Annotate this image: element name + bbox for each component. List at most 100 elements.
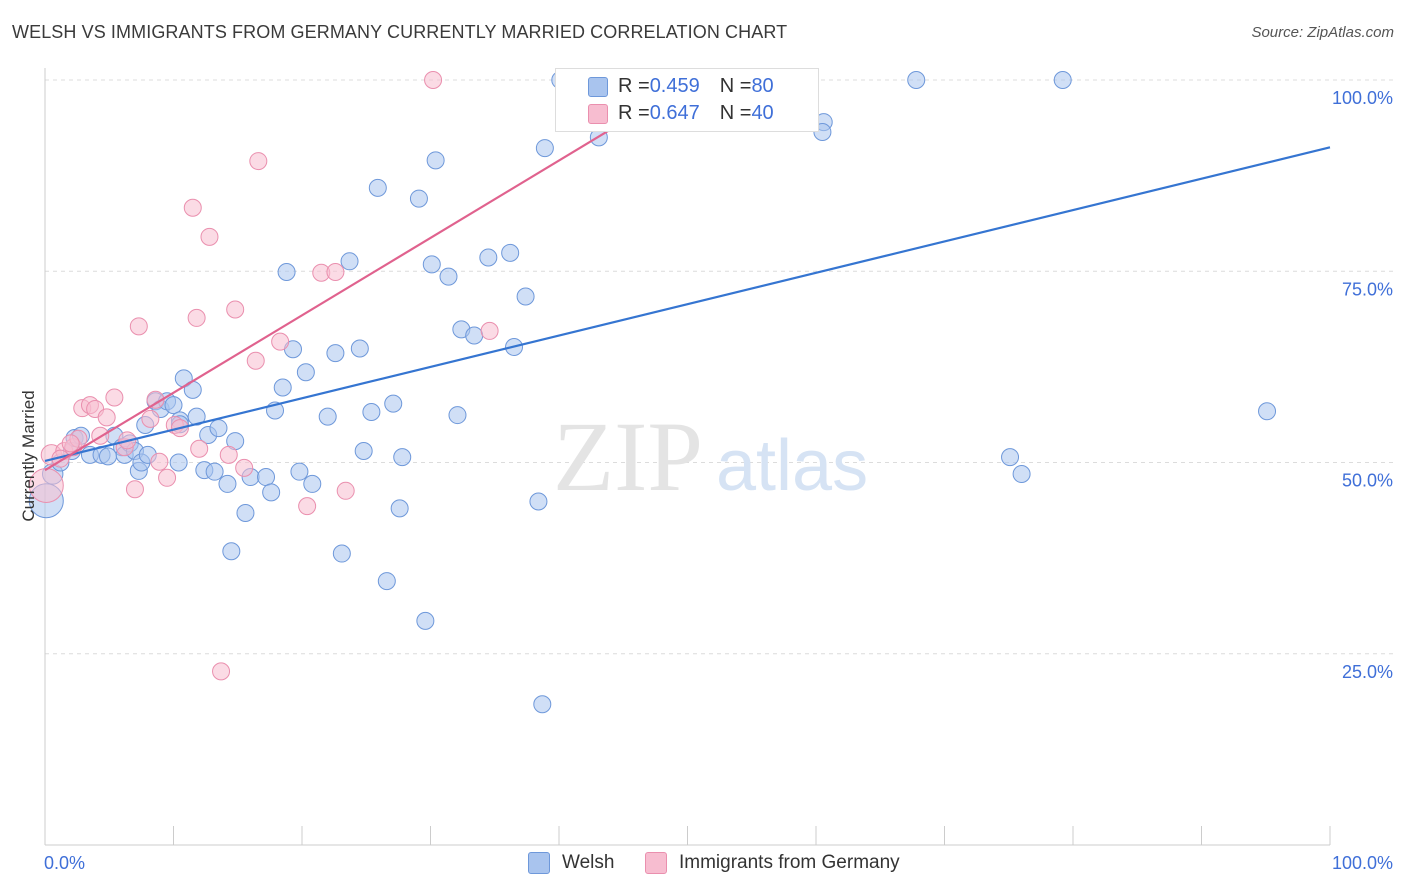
welsh-point	[273, 378, 292, 397]
welsh-point	[362, 403, 381, 422]
germany-point	[219, 445, 238, 464]
legend-welsh-label: Welsh	[562, 852, 615, 873]
y-axis-label: Currently Married	[19, 390, 38, 521]
series-welsh	[28, 71, 1277, 714]
germany-r-label: R =	[618, 101, 650, 124]
welsh-point	[318, 407, 337, 426]
grid-layer	[45, 79, 1393, 655]
welsh-point	[236, 503, 255, 522]
welsh-point	[303, 474, 322, 493]
legend-item-germany[interactable]: Immigrants from Germany	[645, 852, 900, 874]
welsh-point	[340, 252, 359, 271]
welsh-point	[218, 474, 237, 493]
welsh-point	[377, 572, 396, 591]
source-label: Source: ZipAtlas.com	[1251, 24, 1394, 41]
welsh-point	[479, 248, 498, 267]
welsh-point	[187, 407, 206, 426]
welsh-point	[1053, 71, 1072, 89]
germany-point	[190, 439, 209, 458]
trend-layer	[44, 79, 1331, 472]
welsh-point	[416, 611, 435, 630]
watermark: ZIP atlas	[553, 401, 868, 512]
germany-point	[298, 497, 317, 516]
watermark-atlas: atlas	[716, 426, 868, 506]
welsh-point	[409, 189, 428, 208]
welsh-point	[529, 492, 548, 511]
chart-title: WELSH VS IMMIGRANTS FROM GERMANY CURRENT…	[12, 22, 788, 42]
germany-n-label: N =	[719, 101, 752, 124]
welsh-point	[1258, 402, 1277, 421]
y-tick-label: 100.0%	[1332, 88, 1393, 108]
watermark-zip: ZIP	[553, 401, 703, 512]
x-tick-label-max: 100.0%	[1332, 853, 1393, 873]
welsh-point	[439, 267, 458, 286]
welsh-point	[535, 139, 554, 158]
welsh-r-value: 0.459	[649, 74, 700, 97]
legend-germany-label: Immigrants from Germany	[679, 852, 900, 873]
points-layer	[28, 71, 1277, 714]
germany-point	[129, 317, 148, 336]
welsh-r-label: R =	[618, 74, 650, 97]
germany-point	[326, 263, 345, 282]
legend-welsh-swatch	[528, 852, 550, 874]
germany-point	[226, 300, 245, 319]
germany-point	[146, 390, 165, 409]
welsh-point	[422, 255, 441, 274]
germany-point	[187, 308, 206, 327]
welsh-point	[332, 544, 351, 563]
x-tick-label-min: 0.0%	[44, 853, 85, 873]
germany-point	[200, 227, 219, 246]
legend-item-welsh[interactable]: Welsh	[528, 852, 614, 874]
series-germany	[28, 71, 499, 681]
germany-point	[97, 408, 116, 427]
stats-legend: R = 0.459 N = 80 R = 0.647 N = 40	[555, 68, 819, 132]
germany-point	[212, 662, 231, 681]
welsh-point	[354, 442, 373, 461]
welsh-point	[390, 499, 409, 518]
welsh-point	[262, 483, 281, 502]
welsh-point	[205, 462, 224, 481]
welsh-point	[164, 396, 183, 415]
welsh-point	[448, 406, 467, 425]
welsh-point	[222, 542, 241, 561]
welsh-point	[326, 344, 345, 363]
welsh-point	[393, 448, 412, 467]
tick-label-layer: 25.0% 50.0% 75.0% 100.0% 0.0% 100.0%	[44, 88, 1393, 873]
welsh-point	[277, 263, 296, 282]
germany-n-value: 40	[751, 101, 774, 124]
welsh-trend-line	[44, 146, 1331, 463]
germany-point	[480, 321, 499, 340]
germany-point	[105, 388, 124, 407]
y-tick-label: 75.0%	[1342, 279, 1393, 299]
welsh-point	[501, 243, 520, 262]
welsh-point	[290, 462, 309, 481]
welsh-point	[257, 468, 276, 487]
germany-stats: R = 0.647 N = 40	[618, 101, 774, 125]
germany-point	[141, 409, 160, 428]
welsh-point	[516, 287, 535, 306]
welsh-point	[907, 71, 926, 89]
welsh-point	[296, 363, 315, 382]
germany-point	[246, 351, 265, 370]
germany-swatch	[588, 104, 608, 124]
welsh-point	[350, 339, 369, 358]
welsh-n-label: N =	[719, 74, 752, 97]
welsh-point	[1012, 464, 1031, 483]
germany-point	[125, 480, 144, 499]
germany-point	[61, 434, 80, 453]
welsh-point	[209, 419, 228, 438]
welsh-swatch	[588, 77, 608, 97]
welsh-point	[384, 394, 403, 413]
series-legend: Welsh Immigrants from Germany	[0, 852, 1406, 878]
germany-point	[158, 468, 177, 487]
welsh-point	[169, 453, 188, 472]
germany-point	[235, 458, 254, 477]
welsh-point	[368, 178, 387, 197]
germany-point	[183, 198, 202, 217]
germany-point	[249, 152, 268, 171]
welsh-point	[465, 326, 484, 345]
germany-trend-line	[44, 79, 694, 472]
germany-r-value: 0.647	[649, 101, 700, 124]
y-tick-label: 25.0%	[1342, 662, 1393, 682]
